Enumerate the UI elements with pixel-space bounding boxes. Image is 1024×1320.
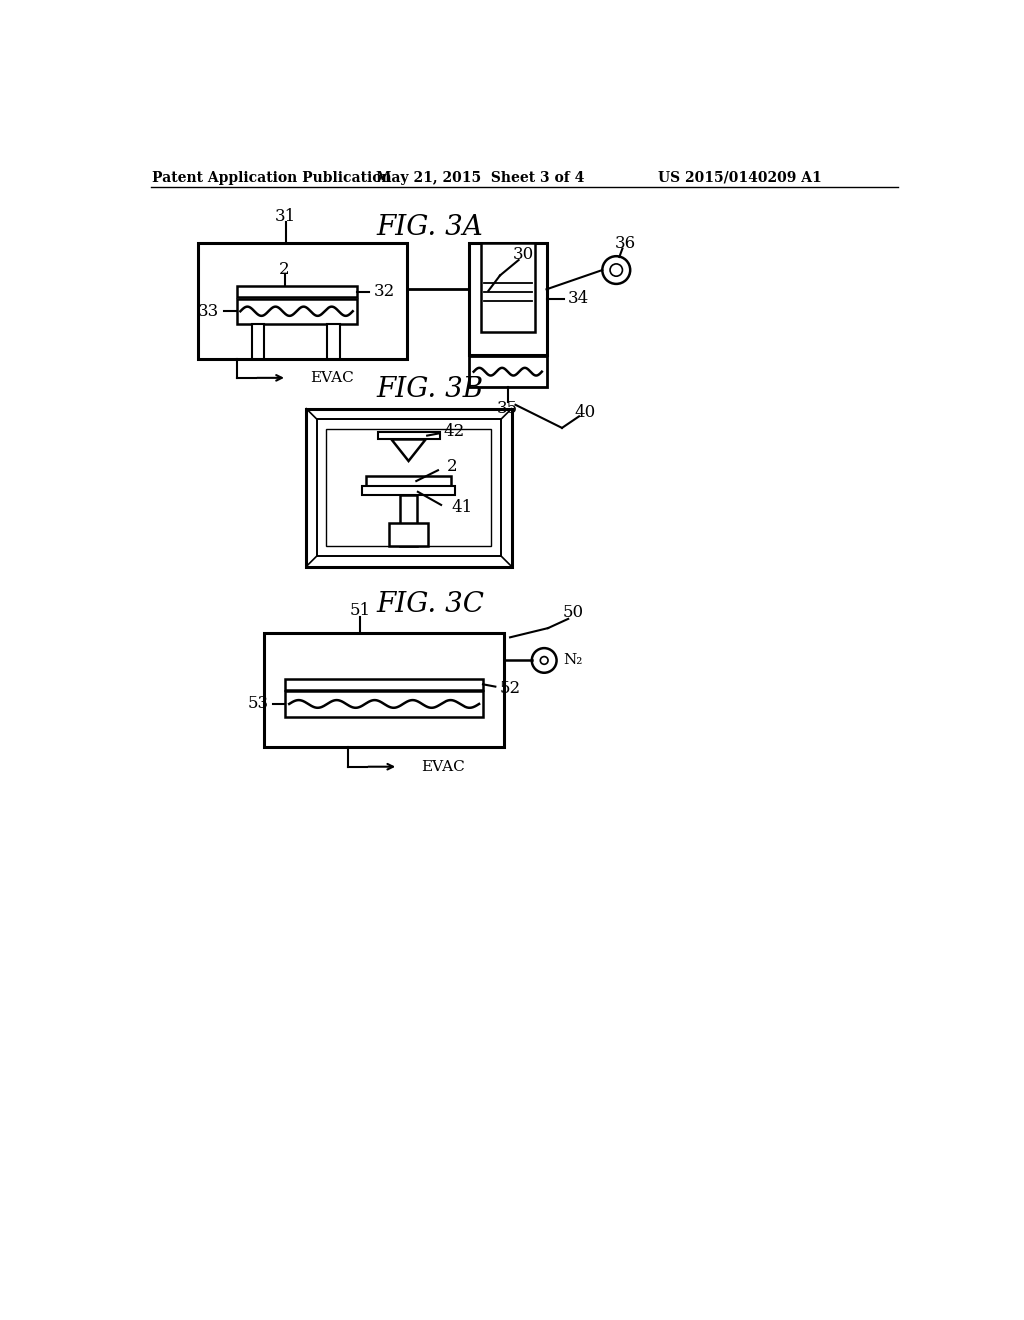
Bar [263,634,504,747]
Circle shape [531,648,557,673]
Bar [362,486,455,495]
Text: FIG. 3A: FIG. 3A [377,214,483,242]
Bar [378,432,439,440]
Text: US 2015/0140209 A1: US 2015/0140209 A1 [658,170,822,185]
Bar [469,243,547,355]
Text: 50: 50 [563,605,584,622]
Text: 36: 36 [615,235,636,252]
Text: 34: 34 [568,290,590,308]
Text: 31: 31 [275,207,296,224]
Text: 53: 53 [247,696,268,713]
Text: 42: 42 [443,424,465,441]
Circle shape [610,264,623,276]
Bar [286,678,483,689]
Bar [469,356,547,387]
Text: 51: 51 [349,602,371,619]
Bar [252,323,264,359]
Text: EVAC: EVAC [421,760,465,774]
Bar [400,495,417,546]
Text: 35: 35 [498,400,518,417]
Text: 30: 30 [513,246,534,263]
Text: Patent Application Publication: Patent Application Publication [152,170,391,185]
Text: 32: 32 [374,282,395,300]
Bar [237,298,356,323]
Bar [237,286,356,297]
Bar [286,692,483,717]
Bar [317,420,501,556]
Text: FIG. 3C: FIG. 3C [376,591,484,619]
Text: May 21, 2015  Sheet 3 of 4: May 21, 2015 Sheet 3 of 4 [377,170,585,185]
Text: 41: 41 [452,499,472,516]
Circle shape [602,256,630,284]
Text: 40: 40 [574,404,596,421]
Bar [480,243,535,331]
Text: FIG. 3B: FIG. 3B [377,376,483,403]
Text: N₂: N₂ [563,653,583,668]
Text: 33: 33 [199,302,219,319]
Bar [306,409,512,566]
Text: EVAC: EVAC [310,371,354,385]
Bar [198,243,407,359]
Text: 2: 2 [280,261,290,277]
Circle shape [541,656,548,664]
Bar [328,323,340,359]
Bar [389,523,428,546]
Polygon shape [391,440,426,461]
Text: 52: 52 [500,680,521,697]
Text: 2: 2 [447,458,458,475]
Bar [327,429,492,546]
Bar [366,477,452,486]
